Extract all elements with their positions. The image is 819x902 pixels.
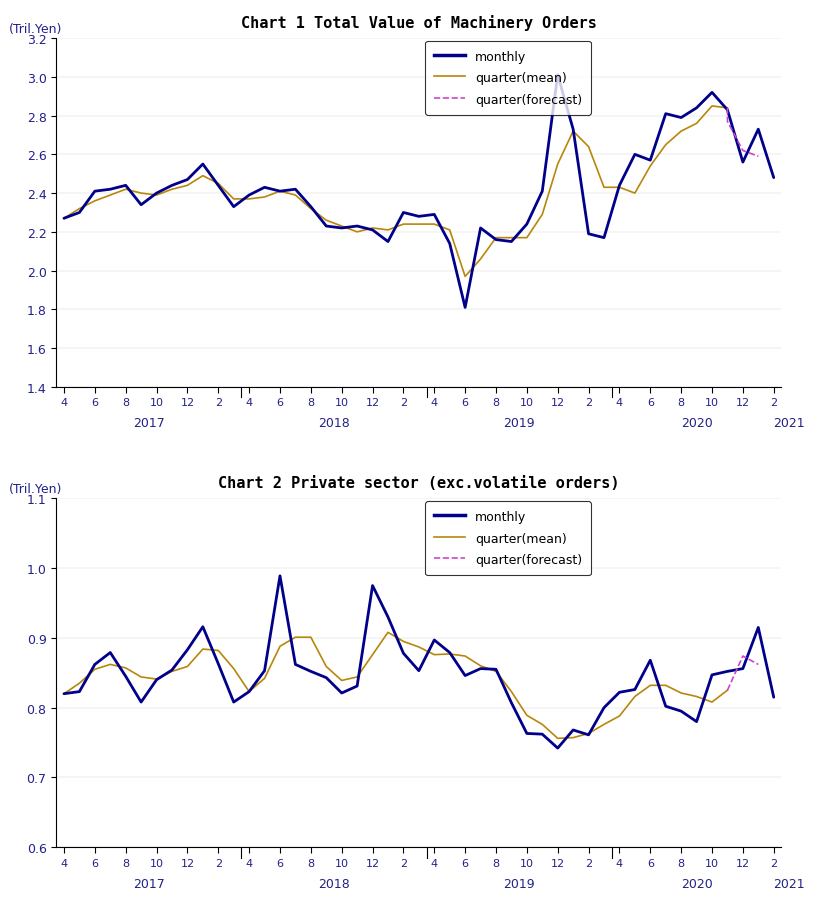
Text: 2019: 2019 [504, 417, 535, 430]
Text: 2018: 2018 [318, 417, 350, 430]
Text: 2020: 2020 [681, 417, 713, 430]
Text: (Tril.Yen): (Tril.Yen) [9, 23, 62, 35]
Text: 2017: 2017 [133, 877, 165, 889]
Text: 2017: 2017 [133, 417, 165, 430]
Text: 2019: 2019 [504, 877, 535, 889]
Title: Chart 1 Total Value of Machinery Orders: Chart 1 Total Value of Machinery Orders [241, 15, 597, 31]
Text: 2021: 2021 [773, 877, 805, 889]
Text: 2018: 2018 [318, 877, 350, 889]
Text: (Tril.Yen): (Tril.Yen) [9, 483, 62, 495]
Text: 2020: 2020 [681, 877, 713, 889]
Text: 2021: 2021 [773, 417, 805, 430]
Title: Chart 2 Private sector (exc.volatile orders): Chart 2 Private sector (exc.volatile ord… [218, 475, 620, 491]
Legend: monthly, quarter(mean), quarter(forecast): monthly, quarter(mean), quarter(forecast… [425, 502, 591, 575]
Legend: monthly, quarter(mean), quarter(forecast): monthly, quarter(mean), quarter(forecast… [425, 41, 591, 115]
